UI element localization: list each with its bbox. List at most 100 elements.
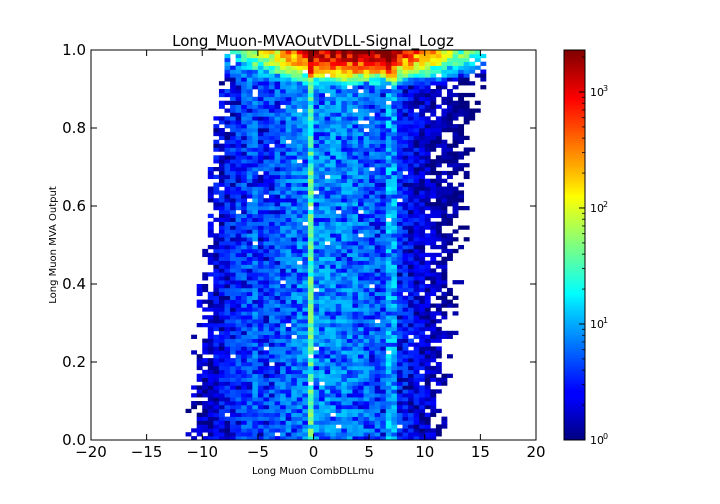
heatmap-cell: [313, 69, 320, 74]
heatmap-cell: [424, 151, 431, 156]
heatmap-cell: [280, 381, 287, 386]
heatmap-cell: [419, 287, 426, 293]
heatmap-cell: [218, 116, 225, 121]
heatmap-cell: [213, 276, 220, 281]
heatmap-cell: [391, 389, 398, 394]
heatmap-cell: [419, 315, 426, 320]
heatmap-cell: [263, 276, 270, 281]
heatmap-cell: [369, 330, 376, 336]
heatmap-cell: [380, 432, 387, 437]
heatmap-cell: [380, 404, 387, 410]
heatmap-cell: [213, 128, 220, 133]
heatmap-cell: [402, 424, 409, 429]
heatmap-cell: [324, 272, 331, 277]
heatmap-cell: [302, 365, 309, 371]
heatmap-cell: [252, 326, 259, 332]
heatmap-cell: [335, 229, 342, 234]
heatmap-cell: [402, 65, 409, 70]
heatmap-cell: [324, 377, 331, 382]
heatmap-cell: [419, 334, 426, 339]
heatmap-cell: [291, 89, 298, 94]
heatmap-cell: [269, 229, 275, 234]
heatmap-cell: [291, 401, 298, 406]
heatmap-cell: [246, 338, 253, 343]
heatmap-cell: [380, 237, 387, 242]
heatmap-cell: [396, 311, 403, 316]
heatmap-cell: [235, 217, 242, 222]
heatmap-cell: [413, 307, 420, 312]
heatmap-cell: [447, 147, 453, 152]
heatmap-cell: [435, 194, 442, 199]
heatmap-cell: [263, 120, 270, 125]
heatmap-cell: [224, 260, 231, 265]
heatmap-cell: [280, 217, 287, 222]
heatmap-cell: [257, 346, 264, 351]
heatmap-cell: [202, 346, 209, 351]
heatmap-cell: [408, 287, 414, 293]
heatmap-cell: [408, 108, 414, 113]
heatmap-cell: [430, 330, 437, 336]
heatmap-cell: [380, 420, 387, 425]
heatmap-cell: [419, 404, 426, 410]
heatmap-cell: [302, 112, 309, 117]
heatmap-cell: [269, 198, 275, 203]
heatmap-cell: [296, 377, 303, 382]
heatmap-cell: [352, 264, 359, 269]
heatmap-cell: [218, 287, 225, 293]
heatmap-cell: [369, 155, 376, 160]
heatmap-cell: [346, 65, 353, 70]
heatmap-cell: [369, 326, 376, 332]
heatmap-cell: [435, 143, 442, 148]
heatmap-cell: [363, 319, 370, 324]
heatmap-cell: [324, 385, 331, 390]
heatmap-cell: [391, 291, 398, 297]
heatmap-cell: [274, 401, 281, 406]
heatmap-cell: [291, 315, 298, 320]
heatmap-cell: [313, 252, 320, 258]
heatmap-cell: [246, 303, 253, 308]
heatmap-cell: [319, 170, 325, 176]
heatmap-cell: [408, 237, 414, 242]
heatmap-cell: [280, 194, 287, 199]
heatmap-cell: [224, 272, 231, 277]
heatmap-cell: [385, 315, 392, 320]
heatmap-cell: [346, 202, 353, 207]
y-tick-label: 0.0: [62, 431, 86, 449]
heatmap-cell: [235, 350, 242, 355]
heatmap-cell: [419, 264, 426, 269]
heatmap-cell: [435, 350, 442, 355]
heatmap-cell: [341, 291, 348, 297]
heatmap-cell: [435, 198, 442, 203]
heatmap-cell: [391, 124, 398, 129]
heatmap-cell: [263, 369, 270, 375]
heatmap-cell: [435, 128, 442, 133]
heatmap-cell: [302, 385, 309, 390]
heatmap-cell: [285, 389, 292, 394]
heatmap-cell: [246, 81, 253, 86]
heatmap-cell: [213, 182, 220, 187]
heatmap-cell: [307, 245, 314, 250]
heatmap-cell: [257, 389, 264, 394]
heatmap-cell: [218, 155, 225, 160]
heatmap-cell: [302, 264, 309, 269]
heatmap-cell: [257, 377, 264, 382]
heatmap-cell: [385, 287, 392, 293]
heatmap-cell: [324, 65, 331, 70]
heatmap-cell: [246, 432, 253, 437]
heatmap-cell: [207, 303, 214, 308]
heatmap-cell: [447, 354, 453, 359]
heatmap-cell: [319, 213, 325, 219]
heatmap-cell: [313, 112, 320, 117]
heatmap-cell: [241, 159, 248, 164]
heatmap-cell: [241, 198, 248, 203]
heatmap-cell: [335, 237, 342, 242]
heatmap-cell: [396, 358, 403, 363]
heatmap-cell: [385, 112, 392, 117]
heatmap-cell: [430, 221, 437, 226]
heatmap-cell: [313, 397, 320, 402]
x-tick-label: 10: [415, 443, 434, 461]
heatmap-cell: [324, 334, 331, 339]
heatmap-cell: [419, 303, 426, 308]
heatmap-cell: [369, 198, 376, 203]
heatmap-cell: [230, 128, 236, 133]
